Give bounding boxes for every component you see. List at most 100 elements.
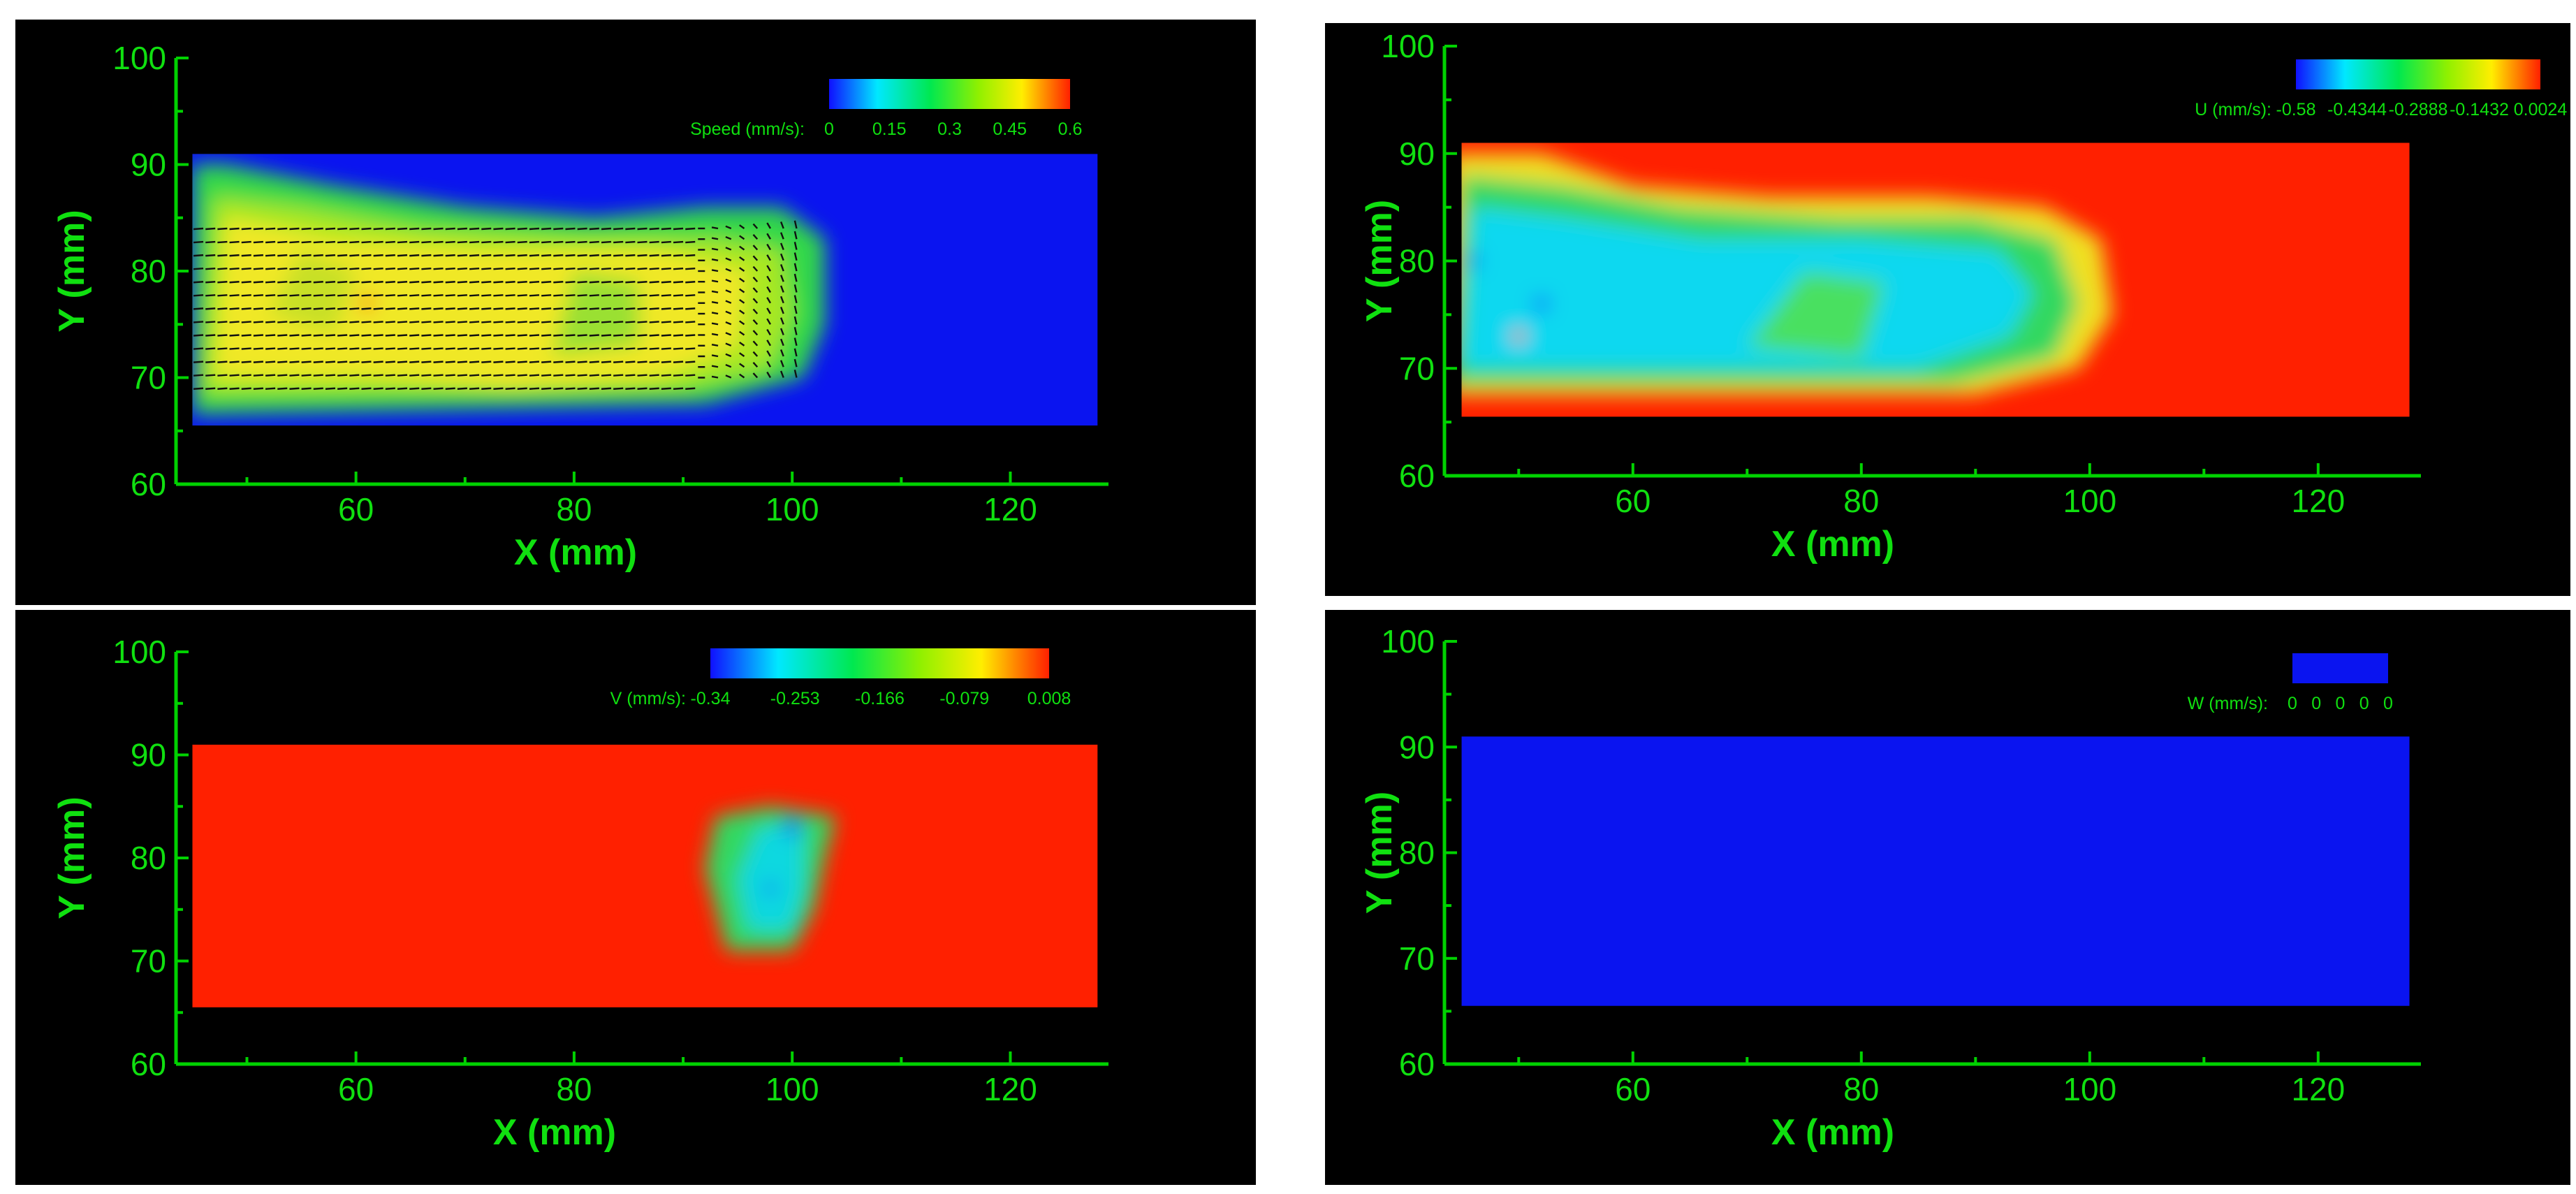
colorbar-tick-label: -0.2888 bbox=[2389, 100, 2448, 119]
y-tick-label: 80 bbox=[1399, 243, 1435, 279]
y-tick-label: 70 bbox=[131, 360, 166, 396]
contour-field bbox=[192, 744, 1098, 1007]
panel-speed: 60 80 100 120 60 70 80 90 100 X (mm) Y (mm) 0 0.15 0.… bbox=[15, 20, 1256, 605]
colorbar-legend: 0 0.15 0.3 0.45 0.6 Speed (mm/s): bbox=[690, 79, 1082, 139]
y-tick-label: 80 bbox=[1399, 835, 1435, 871]
y-tick-label: 100 bbox=[1381, 623, 1435, 660]
x-tick-label: 80 bbox=[1843, 483, 1879, 519]
x-tick-label: 60 bbox=[338, 1071, 374, 1107]
colorbar-tick-label: 0.15 bbox=[872, 119, 907, 139]
axes: 60 80 100 120 60 70 80 90 100 bbox=[1381, 623, 2421, 1107]
colorbar-legend: 0 0 0 0 0W (mm/s): bbox=[2188, 653, 2393, 713]
contour-minimum bbox=[1466, 254, 1479, 268]
x-tick-label: 100 bbox=[766, 491, 819, 527]
colorbar-tick-label: -0.58 bbox=[2276, 100, 2316, 119]
contour-region bbox=[738, 827, 803, 931]
y-tick-label: 100 bbox=[1381, 28, 1435, 64]
y-tick-label: 60 bbox=[131, 1046, 166, 1082]
colorbar-tick-label: -0.4344 bbox=[2327, 100, 2387, 119]
y-axis-label: Y (mm) bbox=[52, 796, 92, 919]
colorbar-tick-label: 0.6 bbox=[1058, 119, 1083, 139]
x-tick-label: 120 bbox=[983, 491, 1037, 527]
contour-minimum bbox=[784, 818, 801, 836]
panel-v: 60 80 100 120 60 70 80 90 100 X (mm) Y (mm) -0.34 -0… bbox=[15, 610, 1256, 1185]
colorbar-legend: -0.34 -0.253 -0.166 -0.079 0.008 V (mm/s): bbox=[610, 648, 1071, 708]
y-tick-label: 70 bbox=[1399, 350, 1435, 386]
y-tick-label: 80 bbox=[131, 840, 166, 876]
chart-speed: 60 80 100 120 60 70 80 90 100 X (mm) Y (mm) 0 0.15 0.… bbox=[52, 40, 1108, 573]
colorbar-title: V (mm/s): bbox=[610, 689, 686, 708]
colorbar-title: U (mm/s): bbox=[2195, 100, 2271, 119]
contour-field bbox=[1461, 736, 2410, 1006]
colorbar-tick-label: 0.0024 bbox=[2514, 100, 2568, 119]
colorbar-tick-label: 0 bbox=[824, 119, 834, 139]
y-tick-label: 70 bbox=[1399, 940, 1435, 977]
axes: 60 80 100 120 60 70 80 90 100 bbox=[112, 40, 1108, 527]
x-tick-label: 60 bbox=[1615, 1071, 1651, 1107]
y-tick-label: 90 bbox=[131, 737, 166, 773]
x-tick-label: 120 bbox=[2291, 1071, 2345, 1107]
contour-region bbox=[1747, 271, 1885, 358]
colorbar-tick-label: -0.1432 bbox=[2450, 100, 2509, 119]
axes: 60 80 100 120 60 70 80 90 100 bbox=[112, 634, 1108, 1107]
y-tick-label: 90 bbox=[1399, 729, 1435, 765]
panel-w: 60 80 100 120 60 70 80 90 100 X (mm) Y (mm) 0 0 0 0 0 W … bbox=[1325, 610, 2570, 1185]
field-background bbox=[1461, 736, 2410, 1006]
axes: 60 80 100 120 60 70 80 90 100 bbox=[1381, 28, 2421, 519]
x-axis-label: X (mm) bbox=[1771, 524, 1894, 565]
panel-u: 60 80 100 120 60 70 80 90 100 X (mm) Y (mm) -0.58 -0… bbox=[1325, 23, 2570, 596]
colorbar bbox=[829, 79, 1070, 109]
colorbar-tick-label: 0 bbox=[2336, 694, 2346, 713]
x-axis-label: X (mm) bbox=[493, 1112, 616, 1153]
colorbar-tick-label: 0 bbox=[2311, 694, 2321, 713]
contour-minimum bbox=[764, 883, 776, 895]
x-tick-label: 120 bbox=[2291, 483, 2345, 519]
colorbar bbox=[710, 648, 1049, 678]
colorbar-tick-label: 0 bbox=[2359, 694, 2369, 713]
y-tick-label: 60 bbox=[131, 466, 166, 502]
contour-region bbox=[1461, 207, 2033, 369]
y-axis-label: Y (mm) bbox=[1359, 792, 1400, 914]
colorbar-title: Speed (mm/s): bbox=[690, 119, 805, 139]
colorbar-title: W (mm/s): bbox=[2188, 694, 2268, 713]
x-tick-label: 120 bbox=[983, 1071, 1037, 1107]
colorbar-tick-label: 0 bbox=[2383, 694, 2393, 713]
x-tick-label: 100 bbox=[2063, 483, 2116, 519]
x-axis-label: X (mm) bbox=[1771, 1112, 1894, 1153]
y-tick-label: 60 bbox=[1399, 458, 1435, 494]
field-background bbox=[192, 744, 1098, 1007]
contour-field bbox=[1461, 143, 2410, 417]
contour-hotspot bbox=[360, 296, 374, 310]
x-tick-label: 80 bbox=[1843, 1071, 1879, 1107]
x-tick-label: 60 bbox=[338, 491, 374, 527]
colorbar-tick-label: 0 bbox=[2288, 694, 2297, 713]
x-tick-label: 100 bbox=[2063, 1071, 2116, 1107]
colorbar-tick-label: -0.253 bbox=[770, 689, 820, 708]
x-tick-label: 80 bbox=[556, 1071, 592, 1107]
x-tick-label: 100 bbox=[766, 1071, 819, 1107]
y-tick-label: 100 bbox=[112, 40, 166, 76]
colorbar-legend: -0.58 -0.4344 -0.2888 -0.1432 0.0024 U (mm/s)… bbox=[2195, 59, 2567, 119]
y-axis-label: Y (mm) bbox=[52, 210, 92, 332]
colorbar-tick-label: 0.45 bbox=[993, 119, 1027, 139]
x-tick-label: 80 bbox=[556, 491, 592, 527]
contour-minimum bbox=[1534, 297, 1549, 311]
contour-hotspot bbox=[1512, 330, 1525, 343]
colorbar-tick-label: 0.008 bbox=[1027, 689, 1071, 708]
y-tick-label: 70 bbox=[131, 943, 166, 980]
colorbar-tick-label: 0.3 bbox=[937, 119, 962, 139]
y-axis-label: Y (mm) bbox=[1359, 200, 1400, 322]
y-tick-label: 100 bbox=[112, 634, 166, 670]
colorbar-tick-label: -0.34 bbox=[691, 689, 731, 708]
y-tick-label: 90 bbox=[1399, 136, 1435, 172]
contour-region bbox=[268, 249, 356, 335]
velocity-vectors bbox=[193, 220, 798, 390]
contour-field bbox=[192, 154, 1098, 426]
colorbar-tick-label: -0.079 bbox=[939, 689, 989, 708]
y-tick-label: 60 bbox=[1399, 1046, 1435, 1082]
x-axis-label: X (mm) bbox=[514, 532, 637, 573]
colorbar-tick-label: -0.166 bbox=[855, 689, 905, 708]
